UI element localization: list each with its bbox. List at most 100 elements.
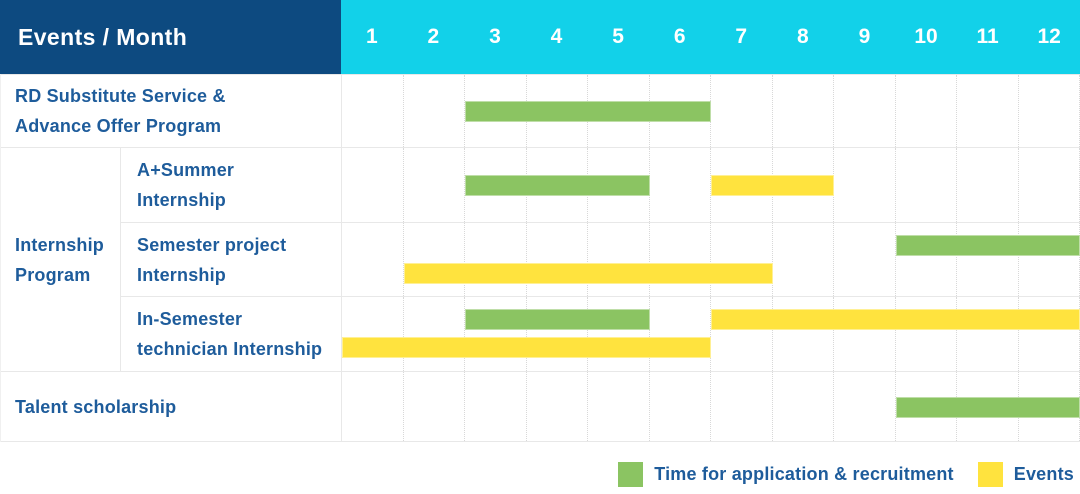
month-grid-cell [465,297,527,372]
legend: Time for application & recruitment Events [618,462,1074,487]
month-grid-cell [404,75,465,147]
month-grid-cell [404,148,465,222]
month-grid-cell [896,222,957,297]
month-grid-cell [650,148,711,222]
month-header-cell: 2 [427,25,440,48]
table-row: A+Summer Internship [121,148,1080,222]
month-grid-cell [650,222,711,297]
month-grid-cell [588,372,650,441]
month-header-strip: 1 2 3 4 5 6 7 8 9 10 11 12 [341,0,1080,74]
table-row: RD Substitute Service & Advance Offer Pro… [1,74,1080,147]
internship-program-group-row: Internship Program A+Summer Internship Semes… [1,147,1080,372]
month-grid-cell [834,372,896,441]
events-month-header: Events / Month [0,0,341,74]
month-grid-cell [834,148,896,222]
month-grid-cell [896,75,957,147]
label-line: In-Semester [137,309,243,330]
month-header-cell: 8 [796,25,809,48]
month-grid-area [342,297,1080,372]
month-grid-cell [342,222,404,297]
month-grid-cell [404,222,465,297]
gantt-bar-application [895,234,1080,256]
table-row: Semester project Internship [121,221,1080,297]
month-grid-cell [404,297,465,372]
group-label-internship-program: Internship Program [1,148,121,371]
gantt-bar-events [711,309,1080,331]
label-line: technician Internship [137,339,323,360]
month-header-cell: 10 [914,25,938,48]
legend-label: Time for application & recruitment [654,464,954,484]
legend-label: Events [1013,464,1074,484]
month-grid-cell [773,297,834,372]
legend-item-application: Time for application & recruitment [618,462,954,487]
table-row: Talent scholarship [1,371,1080,442]
month-grid-cell [711,75,773,147]
label-line: Talent scholarship [15,396,177,417]
legend-item-events: Events [977,462,1074,487]
label-line: A+Summer [137,159,235,180]
table-header-row: Events / Month 1 2 3 4 5 6 7 8 9 10 11 12 [0,0,1080,74]
label-line: Semester project [137,234,287,255]
month-header-cell: 6 [673,25,686,48]
month-grid-cell [773,75,834,147]
table-row: In-Semester technician Internship [121,296,1080,372]
month-grid-cell [650,297,711,372]
month-header-cell: 11 [976,25,999,48]
month-header-cell: 12 [1037,25,1061,48]
month-header-cell: 7 [735,25,748,48]
month-grid-cell [957,75,1019,147]
month-grid-cell [588,297,650,372]
row-label: RD Substitute Service & Advance Offer Pro… [1,75,342,147]
month-grid-cell [342,297,404,372]
month-grid-cell [342,372,404,441]
month-header-cell: 4 [550,25,563,48]
label-line: RD Substitute Service & [15,86,226,106]
month-grid-cell [834,75,896,147]
month-grid-cell [896,297,957,372]
month-grid-cell [834,297,896,372]
month-grid-cell [527,297,588,372]
group-subrows: A+Summer Internship Semester project Intern… [121,148,1080,372]
month-grid-cell [957,148,1019,222]
month-grid-cell [896,148,957,222]
month-grid-cell [957,222,1019,297]
label-line: Internship [15,234,105,255]
month-grid-cell [342,75,404,147]
month-grid-area [342,75,1080,147]
month-grid-cell [834,222,896,297]
month-header-cell: 9 [858,25,871,48]
row-label: Semester project Internship [121,222,342,297]
gantt-body: RD Substitute Service & Advance Offer Pro… [0,74,1080,442]
gantt-bar-application [465,101,711,122]
month-header-cell: 1 [365,25,378,48]
month-grid-cell [1019,148,1080,222]
month-grid-area [342,372,1080,441]
month-grid-cell [711,222,773,297]
month-grid-cell [773,222,834,297]
month-header-cell: 5 [612,25,624,48]
month-grid-cell [588,222,650,297]
gantt-bar-application [895,396,1080,418]
row-label: A+Summer Internship [121,148,342,222]
label-line: Internship [137,264,227,285]
gantt-bar-application [465,174,650,196]
label-line: Program [15,264,91,285]
row-label: Talent scholarship [1,372,342,441]
month-grid-cell [957,297,1019,372]
gantt-bar-events [342,337,711,359]
month-header-cell: 3 [489,25,501,48]
month-grid-cell [711,297,773,372]
month-grid-cell [404,372,465,441]
month-grid-area [342,222,1080,297]
legend-swatch-events [977,462,1003,487]
row-label: In-Semester technician Internship [121,297,342,372]
gantt-bar-events [711,174,834,196]
label-line: Internship [137,189,227,210]
month-grid-cell [465,372,527,441]
month-grid-cell [527,222,588,297]
gantt-bar-application [465,309,650,331]
month-grid-cell [1019,75,1080,147]
month-grid-cell [650,372,711,441]
gantt-bar-events [403,262,773,284]
